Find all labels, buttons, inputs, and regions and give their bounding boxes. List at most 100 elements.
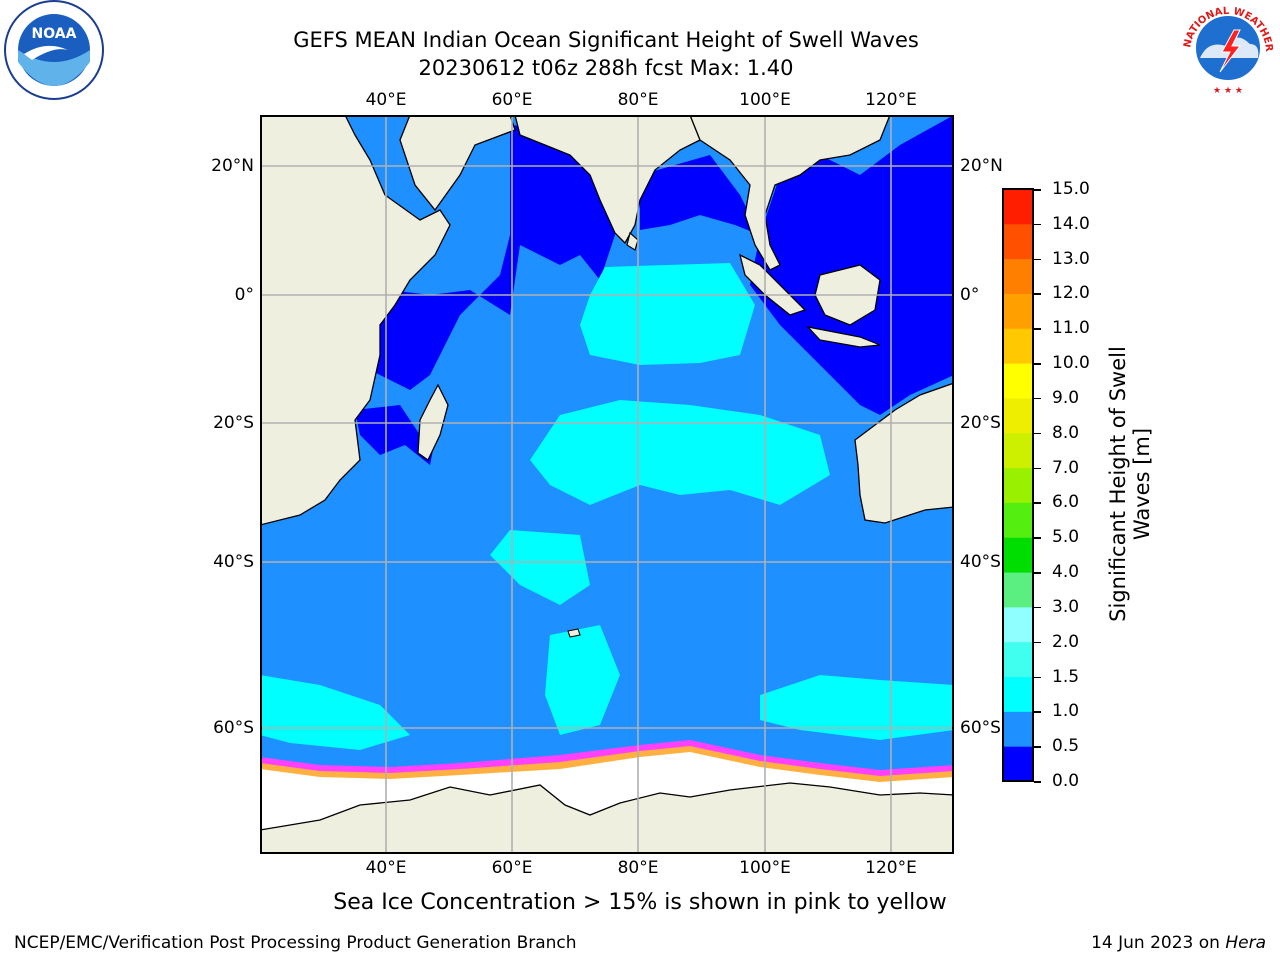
colorbar-tick-mark	[1034, 223, 1041, 226]
colorbar-tick-mark	[1034, 467, 1041, 470]
colorbar-segment	[1003, 502, 1033, 538]
colorbar-tick-label: 9.0	[1052, 387, 1080, 408]
colorbar-tick-label: 14.0	[1052, 213, 1090, 234]
footer-producer: NCEP/EMC/Verification Post Processing Pr…	[14, 933, 577, 953]
swell-high-south-central	[545, 625, 620, 735]
colorbar-tick-mark	[1034, 572, 1041, 574]
colorbar-tick-mark	[1034, 432, 1041, 435]
swell-low-indonesia	[750, 115, 954, 415]
footer-host: Hera	[1225, 933, 1266, 953]
lat-label-left: 20°S	[213, 413, 254, 433]
colorbar-tick-label: 1.5	[1052, 666, 1080, 687]
colorbar-segment	[1003, 711, 1033, 747]
colorbar-tick-label: 12.0	[1052, 283, 1090, 304]
lat-label-left: 20°N	[211, 156, 254, 176]
lon-label-bottom: 80°E	[617, 858, 659, 878]
swell-high-equatorial	[580, 263, 755, 365]
noaa-logo: NOAA	[4, 0, 104, 100]
sea-ice-note: Sea Ice Concentration > 15% is shown in …	[333, 890, 947, 915]
lat-label-left: 40°S	[213, 552, 254, 572]
lon-label-top: 80°E	[617, 90, 659, 110]
footer-date-text: 14 Jun 2023 on	[1091, 933, 1226, 953]
colorbar-segment	[1003, 223, 1033, 260]
lon-label-bottom: 100°E	[739, 858, 791, 878]
colorbar-tick-label: 6.0	[1052, 492, 1080, 513]
land-india	[514, 115, 701, 245]
lon-label-top: 120°E	[865, 90, 917, 110]
land-australia	[854, 382, 954, 524]
colorbar-tick-label: 13.0	[1052, 248, 1090, 269]
swell-high-southeast	[760, 675, 954, 740]
land-sumatra	[739, 253, 807, 316]
lat-label-left: 0°	[234, 285, 254, 305]
colorbar-segment	[1003, 432, 1033, 469]
colorbar-tick-mark	[1034, 781, 1041, 783]
colorbar-tick-mark	[1034, 397, 1041, 400]
colorbar-segment	[1003, 467, 1033, 503]
colorbar-frame	[1002, 188, 1034, 782]
colorbar-tick-label: 4.0	[1052, 562, 1080, 583]
land-kerguelen	[567, 628, 581, 638]
swell-high-southwest	[490, 530, 590, 605]
lat-label-right: 40°S	[960, 552, 1001, 572]
lon-label-bottom: 120°E	[865, 858, 917, 878]
colorbar-segment	[1003, 189, 1033, 225]
land-java	[806, 326, 881, 348]
colorbar-tick-mark	[1034, 189, 1041, 191]
colorbar-title: Significant Height of Swell Waves [m]	[1105, 346, 1154, 622]
chart-subtitle: 20230612 t06z 288h fcst Max: 1.40	[418, 56, 794, 80]
colorbar-segment	[1003, 676, 1033, 712]
colorbar-segment	[1003, 363, 1033, 399]
colorbar-tick-label: 1.0	[1052, 701, 1080, 722]
colorbar-tick-label: 15.0	[1052, 179, 1090, 199]
svg-text:★ ★ ★: ★ ★ ★	[1213, 86, 1243, 96]
colorbar-segment	[1003, 746, 1033, 782]
lat-label-right: 20°S	[960, 413, 1001, 433]
footer-date: 14 Jun 2023 on Hera	[1091, 933, 1266, 953]
colorbar-segment	[1003, 572, 1033, 608]
colorbar-segment	[1003, 258, 1033, 294]
colorbar-tick-mark	[1034, 502, 1041, 504]
lon-label-top: 40°E	[365, 90, 407, 110]
colorbar-tick-mark	[1034, 537, 1041, 539]
lon-label-top: 100°E	[739, 90, 791, 110]
swell-high-far-southwest	[260, 675, 410, 750]
colorbar-tick-label: 8.0	[1052, 422, 1080, 443]
land-antarctica	[260, 782, 954, 854]
lat-label-right: 0°	[960, 285, 980, 305]
lat-label-left: 60°S	[213, 718, 254, 738]
lon-label-top: 60°E	[491, 90, 533, 110]
colorbar-segment	[1003, 328, 1033, 364]
colorbar-tick-mark	[1034, 711, 1041, 713]
swell-low-arabian-sea	[360, 125, 615, 390]
map-panel	[260, 115, 954, 854]
nws-logo: NATIONAL WEATHER SERVICE ★ ★ ★	[1178, 0, 1274, 96]
colorbar-tick-mark	[1034, 293, 1041, 295]
colorbar-tick-label: 0.0	[1052, 771, 1080, 791]
land-southeast-asia	[689, 115, 891, 271]
chart-title: GEFS MEAN Indian Ocean Significant Heigh…	[293, 28, 919, 52]
colorbar-tick-mark	[1034, 676, 1041, 679]
land-sri-lanka	[626, 231, 639, 251]
colorbar-tick-label: 5.0	[1052, 527, 1080, 548]
lat-label-right: 60°S	[960, 718, 1001, 738]
colorbar-tick-mark	[1034, 746, 1041, 748]
map-frame	[260, 115, 954, 854]
swell-high-subtropical	[530, 400, 830, 505]
noaa-logo-text: NOAA	[32, 26, 77, 42]
lat-label-right: 20°N	[960, 156, 1003, 176]
colorbar-tick-mark	[1034, 258, 1041, 261]
colorbar-segment	[1003, 641, 1033, 678]
colorbar-tick-mark	[1034, 606, 1041, 609]
graticule	[260, 115, 954, 854]
colorbar-tick-label: 7.0	[1052, 457, 1080, 478]
colorbar-tick-mark	[1034, 363, 1041, 365]
colorbar-tick-mark	[1034, 328, 1041, 330]
colorbar-tick-label: 3.0	[1052, 596, 1080, 617]
colorbar-tick-label: 0.5	[1052, 736, 1080, 757]
colorbar-tick-mark	[1034, 641, 1041, 644]
colorbar	[1002, 188, 1034, 782]
colorbar-segment	[1003, 293, 1033, 329]
swell-low-bay-of-bengal	[640, 155, 760, 235]
